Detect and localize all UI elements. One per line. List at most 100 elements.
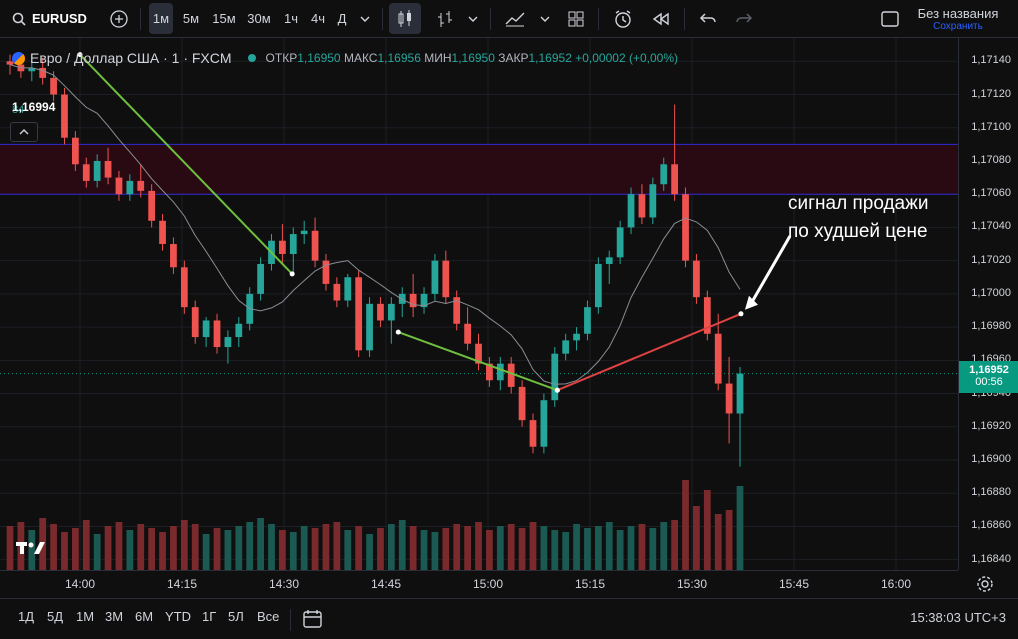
candle-body [115,177,123,195]
redo-button[interactable] [730,3,758,34]
search-icon [12,12,26,26]
candle-body [638,194,646,218]
chart-type-dropdown[interactable] [464,3,482,34]
volume-bar [693,506,700,570]
intervals-dropdown[interactable] [356,3,374,34]
candle-body [671,164,679,195]
candles-icon [398,9,411,27]
interval-4h[interactable]: 4ч [310,11,325,26]
replay-button[interactable] [646,3,676,34]
volume-bar [115,522,123,570]
time-axis[interactable]: 14:00 14:15 14:30 14:45 15:00 15:15 15:30 15:45… [0,570,958,599]
annotation-arrow [749,235,792,305]
indicators-dropdown[interactable] [536,3,554,34]
volume-bar [137,524,145,570]
interval-5m[interactable]: 5м [182,11,200,26]
candle-body [61,94,68,138]
range-all[interactable]: Все [257,609,280,624]
time-tick-label: 14:30 [268,577,300,591]
indicators-button[interactable] [500,3,530,34]
window-icon [881,10,899,27]
indicator-price: 1,16994 [12,100,56,114]
trend-line-point [77,52,83,58]
bars-chart-type-button[interactable] [432,3,458,34]
candle-body [682,194,689,261]
price-chart[interactable] [0,38,958,570]
volume-bar [507,524,515,570]
volume-bar [344,530,352,570]
candle-body [137,180,145,191]
volume-bar [682,480,689,570]
collapse-legend-button[interactable] [10,122,38,142]
interval-1m[interactable]: 1м [149,3,173,34]
volume-bar [126,530,134,570]
trend-line [79,53,293,275]
open-value: 1,16950 [297,51,341,65]
candles-chart-type-button[interactable] [389,3,421,34]
range-5y[interactable]: 5Л [228,609,244,624]
volume-bar [420,530,428,570]
candle-body [431,260,439,294]
layouts-button[interactable] [562,3,590,34]
candle-body [311,230,319,261]
candle-body [71,137,79,165]
range-1d[interactable]: 1Д [18,609,35,624]
layout-menu-checkbox[interactable] [878,3,902,34]
open-label: ОТКР [265,51,298,65]
time-tick-label: 15:15 [574,577,606,591]
volume-bar [464,526,471,570]
candle-body [616,227,624,258]
interval-30m[interactable]: 30м [247,11,271,26]
volume-bar [289,532,297,570]
range-1y[interactable]: 1Г [202,609,217,624]
volume-bar [703,490,711,570]
range-3m[interactable]: 3М [105,609,124,624]
redo-icon [736,12,753,23]
candle-body [584,307,591,334]
tradingview-logo[interactable] [16,540,46,559]
volume-bar [551,530,559,570]
volume-bar [431,532,439,570]
alert-button[interactable] [608,3,638,34]
time-tick-label: 14:45 [370,577,402,591]
layout-save-link[interactable]: Сохранить [933,21,983,32]
interval-1h[interactable]: 1ч [283,11,298,26]
candle-body [377,303,384,321]
chevron-up-icon [19,129,29,135]
volume-bar [714,514,722,570]
symbol-description[interactable]: Евро / Доллар США · 1 · FXCM [30,50,232,66]
volume-bar [671,520,679,570]
range-1m[interactable]: 1М [76,609,95,624]
candle-body [409,293,417,308]
chart-settings-button[interactable] [975,574,995,597]
undo-button[interactable] [694,3,722,34]
candle-body [660,164,668,185]
price-tick-label: 1,17080 [971,153,1011,166]
candle-body [453,297,461,324]
clock-timezone[interactable]: 15:38:03 UTC+3 [910,610,1006,625]
price-tick-label: 1,16860 [971,519,1011,532]
symbol-search[interactable]: EURUSD [12,0,87,37]
range-6m[interactable]: 6М [135,609,154,624]
chart-pane[interactable] [0,38,958,570]
range-ytd[interactable]: YTD [165,609,191,624]
volume-value: 84 [12,104,25,116]
sell-signal-annotation[interactable]: сигнал продажи по худшей цене [788,190,928,246]
layout-name[interactable]: Без названия Сохранить [908,6,1008,32]
price-axis[interactable]: 1,17140 1,17120 1,17100 1,17080 1,17060 1,170… [958,38,1018,570]
candle-body [148,190,156,221]
volume-bar [180,520,188,570]
candle-body [442,260,450,298]
candle-body [180,267,188,308]
add-symbol-button[interactable] [106,3,132,34]
range-5d[interactable]: 5Д [47,609,64,624]
volume-bar [387,524,395,570]
go-to-date-button[interactable] [302,608,324,633]
interval-1d[interactable]: Д [337,11,347,26]
volume-bar [93,534,101,570]
market-status-dot[interactable] [247,54,256,62]
plus-circle-icon [110,9,128,28]
high-value: 1,16956 [377,51,421,65]
close-value: 1,16952 [528,51,572,65]
interval-15m[interactable]: 15м [212,11,236,26]
